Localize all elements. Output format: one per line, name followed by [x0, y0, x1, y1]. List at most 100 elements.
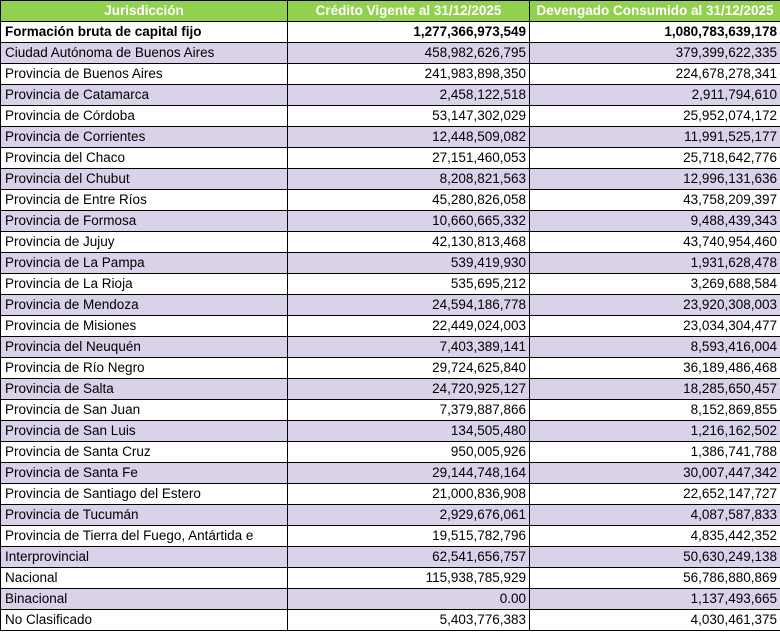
credit-cell: 24,720,925,127	[287, 378, 530, 400]
accrued-cell: 3,269,688,584	[529, 273, 780, 295]
jurisdiction-cell: Provincia de Catamarca	[0, 84, 288, 106]
table-row: Binacional 0.00 1,137,493,665	[0, 588, 780, 610]
table-row: Provincia del Neuquén 7,403,389,141 8,593,…	[0, 336, 780, 358]
table-row: Provincia de Santa Cruz 950,005,926 1,386,…	[0, 441, 780, 463]
jurisdiction-cell: Provincia del Neuquén	[0, 336, 288, 358]
jurisdiction-cell: Provincia de Misiones	[0, 315, 288, 337]
credit-cell: 2,458,122,518	[287, 84, 530, 106]
table-row: No Clasificado 5,403,776,383 4,030,461,375	[0, 609, 780, 631]
accrued-cell: 1,386,741,788	[529, 441, 780, 463]
accrued-cell: 25,718,642,776	[529, 147, 780, 169]
jurisdiction-cell: Provincia de Tucumán	[0, 504, 288, 526]
table-row: Provincia de Misiones 22,449,024,003 23,03…	[0, 315, 780, 337]
accrued-cell: 18,285,650,457	[529, 378, 780, 400]
accrued-cell: 12,996,131,636	[529, 168, 780, 190]
table-row: Provincia de Tucumán 2,929,676,061 4,087,5…	[0, 504, 780, 526]
jurisdiction-cell: Provincia de Corrientes	[0, 126, 288, 148]
jurisdiction-cell: Provincia de Salta	[0, 378, 288, 400]
accrued-cell: 1,137,493,665	[529, 588, 780, 610]
column-header-jurisdiction: Jurisdicción	[0, 0, 288, 22]
total-name: Formación bruta de capital fijo	[0, 21, 288, 43]
table-row: Interprovincial 62,541,656,757 50,630,249,…	[0, 546, 780, 568]
accrued-cell: 56,786,880,869	[529, 567, 780, 589]
jurisdiction-cell: Provincia de Córdoba	[0, 105, 288, 127]
credit-cell: 539,419,930	[287, 252, 530, 274]
jurisdiction-cell: Ciudad Autónoma de Buenos Aires	[0, 42, 288, 64]
accrued-cell: 8,152,869,855	[529, 399, 780, 421]
credit-cell: 45,280,826,058	[287, 189, 530, 211]
table-row: Provincia del Chubut 8,208,821,563 12,996,…	[0, 168, 780, 190]
credit-cell: 535,695,212	[287, 273, 530, 295]
table-row: Provincia de Jujuy 42,130,813,468 43,740,9…	[0, 231, 780, 253]
jurisdiction-cell: Nacional	[0, 567, 288, 589]
jurisdiction-cell: Provincia de Entre Ríos	[0, 189, 288, 211]
jurisdiction-cell: Provincia de Santiago del Estero	[0, 483, 288, 505]
jurisdiction-cell: Provincia de Santa Fe	[0, 462, 288, 484]
jurisdiction-cell: Provincia de Buenos Aires	[0, 63, 288, 85]
jurisdiction-cell: Provincia de La Rioja	[0, 273, 288, 295]
credit-cell: 134,505,480	[287, 420, 530, 442]
credit-cell: 7,379,887,866	[287, 399, 530, 421]
jurisdiction-cell: Provincia de La Pampa	[0, 252, 288, 274]
accrued-cell: 36,189,486,468	[529, 357, 780, 379]
table-row: Ciudad Autónoma de Buenos Aires 458,982,6…	[0, 42, 780, 64]
accrued-cell: 379,399,622,335	[529, 42, 780, 64]
credit-cell: 0.00	[287, 588, 530, 610]
credit-cell: 2,929,676,061	[287, 504, 530, 526]
jurisdiction-cell: Provincia de Jujuy	[0, 231, 288, 253]
credit-cell: 8,208,821,563	[287, 168, 530, 190]
accrued-cell: 9,488,439,343	[529, 210, 780, 232]
credit-cell: 5,403,776,383	[287, 609, 530, 631]
credit-cell: 42,130,813,468	[287, 231, 530, 253]
table-row: Provincia de La Pampa 539,419,930 1,931,62…	[0, 252, 780, 274]
accrued-cell: 1,931,628,478	[529, 252, 780, 274]
credit-cell: 458,982,626,795	[287, 42, 530, 64]
credit-cell: 7,403,389,141	[287, 336, 530, 358]
accrued-cell: 4,030,461,375	[529, 609, 780, 631]
table-row: Provincia de San Juan 7,379,887,866 8,152,…	[0, 399, 780, 421]
table-row: Provincia de Santiago del Estero 21,000,8…	[0, 483, 780, 505]
accrued-cell: 50,630,249,138	[529, 546, 780, 568]
accrued-cell: 23,034,304,477	[529, 315, 780, 337]
credit-cell: 950,005,926	[287, 441, 530, 463]
jurisdiction-cell: Provincia de Santa Cruz	[0, 441, 288, 463]
accrued-cell: 43,758,209,397	[529, 189, 780, 211]
total-accrued: 1,080,783,639,178	[529, 21, 780, 43]
table-body: Formación bruta de capital fijo 1,277,36…	[0, 21, 780, 631]
jurisdiction-cell: Interprovincial	[0, 546, 288, 568]
table-row: Provincia de Formosa 10,660,665,332 9,488,…	[0, 210, 780, 232]
table-row: Provincia de Buenos Aires 241,983,898,350…	[0, 63, 780, 85]
table-row: Provincia de Catamarca 2,458,122,518 2,911…	[0, 84, 780, 106]
table-row: Provincia de Tierra del Fuego, Antártida…	[0, 525, 780, 547]
table-row: Provincia del Chaco 27,151,460,053 25,718,…	[0, 147, 780, 169]
credit-cell: 22,449,024,003	[287, 315, 530, 337]
column-header-credit: Crédito Vigente al 31/12/2025	[287, 0, 530, 22]
table-row: Provincia de Santa Fe 29,144,748,164 30,00…	[0, 462, 780, 484]
table-row: Provincia de Córdoba 53,147,302,029 25,952…	[0, 105, 780, 127]
table-row: Provincia de Entre Ríos 45,280,826,058 43,…	[0, 189, 780, 211]
credit-cell: 53,147,302,029	[287, 105, 530, 127]
accrued-cell: 25,952,074,172	[529, 105, 780, 127]
credit-cell: 62,541,656,757	[287, 546, 530, 568]
table-row: Provincia de La Rioja 535,695,212 3,269,68…	[0, 273, 780, 295]
accrued-cell: 8,593,416,004	[529, 336, 780, 358]
jurisdiction-cell: Provincia de Río Negro	[0, 357, 288, 379]
jurisdiction-cell: Provincia de Mendoza	[0, 294, 288, 316]
credit-cell: 10,660,665,332	[287, 210, 530, 232]
table-row: Nacional 115,938,785,929 56,786,880,869	[0, 567, 780, 589]
credit-cell: 21,000,836,908	[287, 483, 530, 505]
table-row: Provincia de Río Negro 29,724,625,840 36,1…	[0, 357, 780, 379]
credit-cell: 12,448,509,082	[287, 126, 530, 148]
table-row: Provincia de Salta 24,720,925,127 18,285,6…	[0, 378, 780, 400]
total-row: Formación bruta de capital fijo 1,277,36…	[0, 21, 780, 43]
credit-cell: 27,151,460,053	[287, 147, 530, 169]
credit-cell: 115,938,785,929	[287, 567, 530, 589]
accrued-cell: 4,835,442,352	[529, 525, 780, 547]
header-row: Jurisdicción Crédito Vigente al 31/12/20…	[0, 0, 780, 22]
accrued-cell: 11,991,525,177	[529, 126, 780, 148]
table-row: Provincia de San Luis 134,505,480 1,216,16…	[0, 420, 780, 442]
table-row: Provincia de Corrientes 12,448,509,082 11,…	[0, 126, 780, 148]
accrued-cell: 2,911,794,610	[529, 84, 780, 106]
accrued-cell: 224,678,278,341	[529, 63, 780, 85]
